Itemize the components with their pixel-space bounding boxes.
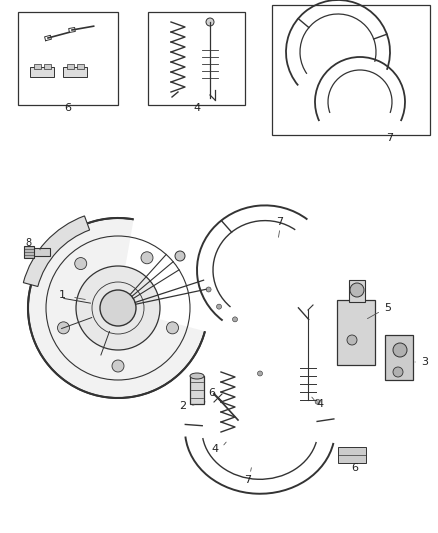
Text: 8: 8	[25, 238, 31, 248]
Circle shape	[350, 283, 364, 297]
Bar	[63, 67, 87, 77]
Bar	[272, 5, 430, 135]
Text: 1: 1	[59, 290, 66, 300]
Circle shape	[28, 218, 208, 398]
Circle shape	[315, 399, 320, 404]
Wedge shape	[23, 216, 90, 287]
Text: 2: 2	[180, 401, 187, 411]
Circle shape	[141, 252, 153, 264]
Bar	[190, 376, 204, 404]
Ellipse shape	[190, 373, 204, 379]
Text: 5: 5	[385, 303, 392, 313]
Bar	[24, 246, 34, 258]
Circle shape	[57, 322, 70, 334]
Circle shape	[216, 304, 222, 309]
Bar	[148, 12, 245, 105]
Circle shape	[75, 257, 87, 270]
Circle shape	[393, 367, 403, 377]
Bar	[77, 64, 84, 69]
Bar	[385, 335, 413, 380]
Bar	[18, 12, 118, 105]
Circle shape	[200, 399, 205, 404]
Text: 6: 6	[64, 103, 71, 113]
Bar	[349, 280, 365, 302]
Circle shape	[112, 360, 124, 372]
Circle shape	[175, 251, 185, 261]
Bar	[338, 447, 366, 463]
Circle shape	[393, 343, 407, 357]
Circle shape	[258, 371, 262, 376]
Circle shape	[206, 18, 214, 26]
Bar	[67, 64, 74, 69]
Text: 6: 6	[352, 463, 358, 473]
Bar	[34, 64, 41, 69]
Bar	[32, 248, 50, 256]
Text: 7: 7	[386, 133, 394, 143]
Circle shape	[347, 335, 357, 345]
Text: 4: 4	[194, 103, 201, 113]
Text: 4: 4	[212, 444, 219, 454]
Bar	[337, 300, 375, 365]
Wedge shape	[118, 214, 213, 333]
Circle shape	[233, 317, 237, 322]
Circle shape	[206, 287, 211, 292]
Text: 7: 7	[244, 475, 251, 485]
Bar	[44, 64, 51, 69]
Text: 4: 4	[316, 399, 324, 409]
Text: 7: 7	[276, 217, 283, 227]
Circle shape	[166, 322, 179, 334]
Bar	[30, 67, 54, 77]
Text: 6: 6	[208, 388, 215, 398]
Text: 3: 3	[421, 357, 428, 367]
Circle shape	[100, 290, 136, 326]
Circle shape	[76, 266, 160, 350]
